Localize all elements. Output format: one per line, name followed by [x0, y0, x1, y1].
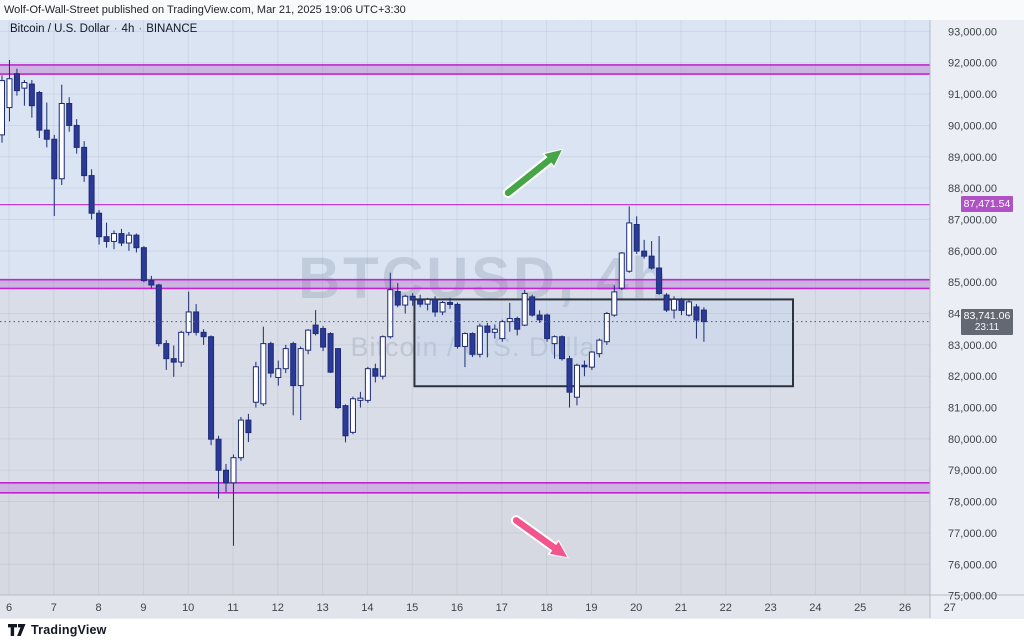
svg-text:14: 14 [361, 602, 373, 614]
svg-text:15: 15 [406, 602, 418, 614]
current-price-label: 83,741.06 23:11 [961, 308, 1013, 335]
svg-text:82,000.00: 82,000.00 [948, 371, 997, 383]
svg-text:89,000.00: 89,000.00 [948, 152, 997, 164]
svg-text:79,000.00: 79,000.00 [948, 465, 997, 477]
alert-price-label[interactable]: 87,471.54 [961, 196, 1013, 213]
time-axis[interactable] [0, 595, 930, 618]
svg-text:88,000.00: 88,000.00 [948, 183, 997, 195]
svg-text:6: 6 [6, 602, 12, 614]
svg-text:75,000.00: 75,000.00 [948, 591, 997, 603]
grid-layer [0, 20, 951, 597]
svg-text:93,000.00: 93,000.00 [948, 26, 997, 38]
candles-layer [0, 59, 707, 546]
svg-text:18: 18 [540, 602, 552, 614]
svg-text:80,000.00: 80,000.00 [948, 434, 997, 446]
legend-separator: · [138, 23, 143, 35]
svg-text:77,000.00: 77,000.00 [948, 528, 997, 540]
arrow-drawings[interactable] [502, 148, 569, 559]
bar-countdown: 23:11 [974, 322, 1000, 334]
footer-bar: TradingView [0, 618, 1024, 641]
attribution-bar: Wolf-Of-Wall-Street published on Trading… [0, 0, 1024, 20]
svg-text:91,000.00: 91,000.00 [948, 89, 997, 101]
svg-text:92,000.00: 92,000.00 [948, 58, 997, 70]
svg-text:9: 9 [140, 602, 146, 614]
svg-text:83,000.00: 83,000.00 [948, 340, 997, 352]
svg-text:26: 26 [899, 602, 911, 614]
alert-price-value: 87,471.54 [963, 198, 1011, 211]
svg-text:25: 25 [854, 602, 866, 614]
tradingview-brand[interactable]: TradingView [31, 623, 107, 637]
up-arrow-drawing[interactable] [502, 148, 564, 199]
legend-separator: · [113, 23, 118, 35]
range-box-drawing[interactable] [413, 298, 794, 388]
svg-text:22: 22 [720, 602, 732, 614]
svg-text:11: 11 [227, 602, 238, 614]
legend-symbol[interactable]: Bitcoin / U.S. Dollar [10, 23, 110, 35]
svg-text:78,000.00: 78,000.00 [948, 497, 997, 509]
svg-text:90,000.00: 90,000.00 [948, 120, 997, 132]
svg-text:17: 17 [496, 602, 508, 614]
svg-text:19: 19 [585, 602, 597, 614]
tradingview-logo-icon[interactable] [8, 623, 26, 637]
svg-text:8: 8 [96, 602, 102, 614]
legend-exchange[interactable]: BINANCE [146, 23, 198, 35]
svg-text:87,000.00: 87,000.00 [948, 214, 997, 226]
legend-interval[interactable]: 4h [121, 23, 135, 35]
svg-text:7: 7 [51, 602, 57, 614]
down-arrow-drawing[interactable] [510, 515, 569, 559]
svg-text:16: 16 [451, 602, 463, 614]
svg-text:81,000.00: 81,000.00 [948, 403, 997, 415]
svg-text:13: 13 [316, 602, 328, 614]
svg-text:27: 27 [944, 602, 956, 614]
svg-text:21: 21 [675, 602, 687, 614]
svg-text:23: 23 [764, 602, 776, 614]
svg-text:10: 10 [182, 602, 194, 614]
svg-text:76,000.00: 76,000.00 [948, 559, 997, 571]
time-tick-labels: 6 7 8 9 10 11 12 13 14 15 16 17 18 19 20 21 22 23 24 25 26 27 [6, 602, 956, 614]
svg-text:12: 12 [272, 602, 284, 614]
svg-text:24: 24 [809, 602, 821, 614]
svg-text:86,000.00: 86,000.00 [948, 246, 997, 258]
attribution-text: Wolf-Of-Wall-Street published on Trading… [4, 4, 406, 16]
svg-text:20: 20 [630, 602, 642, 614]
symbol-legend[interactable]: Bitcoin / U.S. Dollar · 4h · BINANCE [10, 23, 197, 35]
support-resistance-levels[interactable] [0, 64, 930, 494]
svg-text:85,000.00: 85,000.00 [948, 277, 997, 289]
current-price-value: 83,741.06 [963, 309, 1011, 322]
